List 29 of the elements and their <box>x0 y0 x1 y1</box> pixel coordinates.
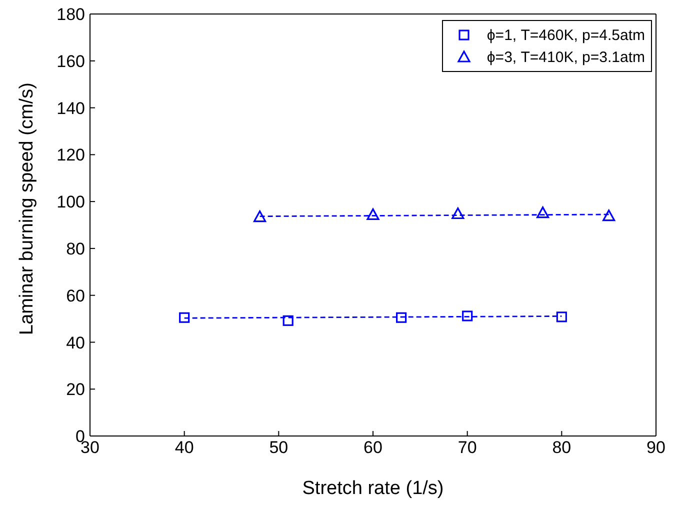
x-axis-title: Stretch rate (1/s) <box>302 478 444 499</box>
point <box>179 312 190 323</box>
y-tick-label: 180 <box>56 5 85 24</box>
x-tick-label: 80 <box>552 438 572 458</box>
x-tick-label: 70 <box>458 438 477 458</box>
legend-label: ϕ=3, T=410K, p=3.1atm <box>486 48 645 66</box>
y-tick-label: 100 <box>56 192 85 212</box>
point <box>254 210 266 222</box>
y-axis-title: Laminar burning speed (cm/s) <box>16 82 38 335</box>
point <box>462 310 473 322</box>
point <box>536 206 550 218</box>
y-tick-label: 20 <box>66 380 85 400</box>
y-tick-label: 140 <box>56 98 85 118</box>
y-tick-label: 40 <box>66 333 85 352</box>
point <box>282 315 294 326</box>
point <box>556 312 567 322</box>
x-tick-label: 40 <box>174 438 194 458</box>
x-tick-label: 90 <box>646 438 666 458</box>
y-tick-label: 80 <box>66 239 85 258</box>
point <box>452 207 464 220</box>
x-tick-label: 60 <box>364 438 382 458</box>
y-tick-label: 60 <box>66 286 85 306</box>
point <box>366 208 380 220</box>
legend-label: ϕ=1, T=460K, p=4.5atm <box>486 26 645 44</box>
point <box>602 210 616 222</box>
point <box>396 312 407 323</box>
y-tick-label: 120 <box>56 146 85 165</box>
y-tick-label: 160 <box>56 52 85 71</box>
x-tick-label: 50 <box>269 438 288 458</box>
